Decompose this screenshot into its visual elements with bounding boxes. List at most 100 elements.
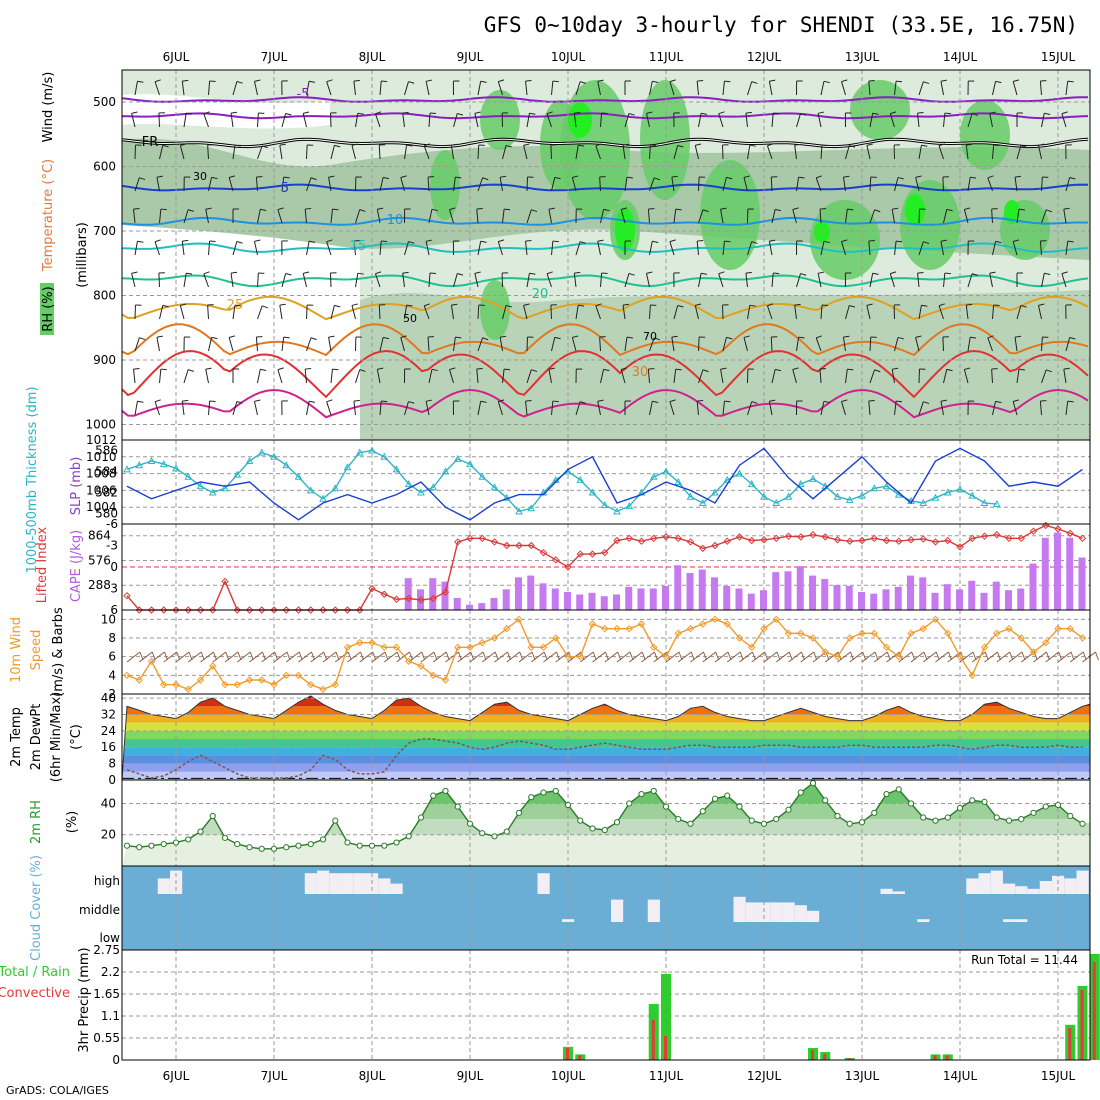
upper-wind-barb <box>232 81 238 96</box>
rh2m-point <box>1005 817 1013 824</box>
upper-wind-barb <box>722 177 727 192</box>
thickness-point <box>453 454 462 462</box>
temperature-panel: 40 32 24 16 8 0 <box>101 691 1091 787</box>
thickness-point <box>576 475 585 483</box>
thickness-tick-label: 582 <box>95 486 118 500</box>
upper-wind-barb <box>620 209 626 224</box>
upper-wind-barb-flag <box>137 400 144 403</box>
lifted-index-point <box>784 532 793 540</box>
upper-wind-barb <box>868 81 871 96</box>
upper-wind-barb <box>376 369 381 384</box>
wind-barb <box>861 651 876 663</box>
wind-barb <box>273 651 288 663</box>
wind-barb-flag <box>1046 651 1050 661</box>
upper-wind-barb <box>620 369 626 384</box>
wind-barb <box>641 651 655 663</box>
cloud-bar-middle <box>611 899 624 922</box>
upper-wind-barb-flag <box>154 79 161 83</box>
upper-wind-barb <box>722 241 725 256</box>
cloud-axes: high middle low <box>79 874 120 945</box>
upper-wind-barb-flag <box>652 400 659 403</box>
upper-wind-barb-flag <box>579 81 586 84</box>
upper-wind-barb <box>404 305 408 320</box>
upper-wind-barb <box>891 209 895 224</box>
upper-wind-barb <box>992 145 995 160</box>
upper-wind-barb <box>208 81 211 96</box>
cape-bar <box>576 594 584 610</box>
upper-wind-barb <box>747 81 753 96</box>
upper-wind-barb <box>696 81 699 96</box>
upper-wind-barb <box>281 113 287 128</box>
upper-wind-barb-flag <box>205 207 212 210</box>
precip-tick-label: 0.55 <box>93 1031 120 1045</box>
chart-title: GFS 0~10day 3-hourly for SHENDI (33.5E, … <box>484 13 1078 37</box>
wind-barb <box>396 651 410 663</box>
cape-bar <box>907 575 914 610</box>
cloud-bar-high <box>1052 875 1065 894</box>
rh2m-point <box>932 817 939 824</box>
upper-wind-barb <box>718 113 724 128</box>
wind-speed-point <box>123 671 131 680</box>
upper-wind-barb <box>673 305 679 320</box>
upper-wind-barb <box>374 113 381 128</box>
upper-wind-barb-flag <box>552 400 559 403</box>
upper-wind-barb <box>796 113 801 128</box>
wind-barb-flag <box>886 651 891 661</box>
upper-wind-barb-flag <box>621 207 628 211</box>
wind-barb <box>763 651 778 663</box>
rh2m-point <box>540 789 547 796</box>
upper-wind-barb-flag <box>843 175 850 178</box>
wind-barb-flag <box>727 651 732 661</box>
wind-barb <box>445 651 459 663</box>
lifted-index-point <box>123 591 131 600</box>
cloud-bar-high <box>353 873 366 894</box>
upper-wind-barb-flag <box>745 271 752 274</box>
wind-tick-label: 8 <box>108 631 116 645</box>
upper-wind-barb <box>817 273 822 288</box>
upper-wind-barb <box>649 304 651 320</box>
upper-wind-barb-flag <box>745 111 752 114</box>
wind-barb-flag <box>384 651 389 661</box>
precip-tick-label: 1.65 <box>93 987 120 1001</box>
wind-barb-flag <box>654 651 658 661</box>
wind-barb-flag <box>874 651 879 661</box>
upper-wind-barb-flag <box>187 209 194 212</box>
upper-wind-barb <box>326 241 332 256</box>
wind-barb-flag <box>335 651 340 661</box>
upper-wind-barb <box>796 177 800 192</box>
upper-wind-barb-flag <box>308 240 316 243</box>
wind-barb-flag <box>531 651 536 661</box>
upper-wind-barb <box>720 209 724 224</box>
upper-wind-barb <box>476 369 479 384</box>
cape-bar <box>441 581 449 610</box>
upper-wind-barb-flag <box>474 111 481 114</box>
cloud-bar-high <box>978 873 991 894</box>
upper-wind-barb <box>353 401 356 416</box>
upper-wind-barb-flag <box>504 208 511 211</box>
lifted-index-point <box>441 588 450 596</box>
temperature-fill <box>122 696 1090 780</box>
cape-bar <box>1029 563 1037 610</box>
upper-wind-barb-flag <box>892 207 899 210</box>
upper-wind-barb <box>671 177 675 192</box>
upper-wind-barb <box>351 305 356 320</box>
wind-speed-point <box>368 638 376 647</box>
wind-speed-point <box>135 676 143 684</box>
upper-wind-barb <box>131 273 136 288</box>
upper-wind-barb <box>1016 369 1020 384</box>
rh2m-point <box>1079 820 1086 827</box>
wind-barb-flag <box>519 651 524 661</box>
lifted-index-point <box>882 536 891 545</box>
lifted-index-axis-title: Lifted Index <box>35 526 50 603</box>
wind-speed-point <box>846 634 854 642</box>
upper-wind-barb-flag <box>597 239 604 242</box>
rh2m-point <box>1042 803 1049 810</box>
upper-wind-barb-flag <box>480 240 487 243</box>
lifted-index-point <box>870 534 878 543</box>
thickness-point <box>429 483 438 491</box>
upper-wind-barb <box>992 81 997 96</box>
upper-wind-barb-flag <box>234 144 241 147</box>
wind-barb-flag <box>470 651 475 661</box>
wind-barb-flag <box>752 651 756 661</box>
thickness-point <box>882 482 891 490</box>
